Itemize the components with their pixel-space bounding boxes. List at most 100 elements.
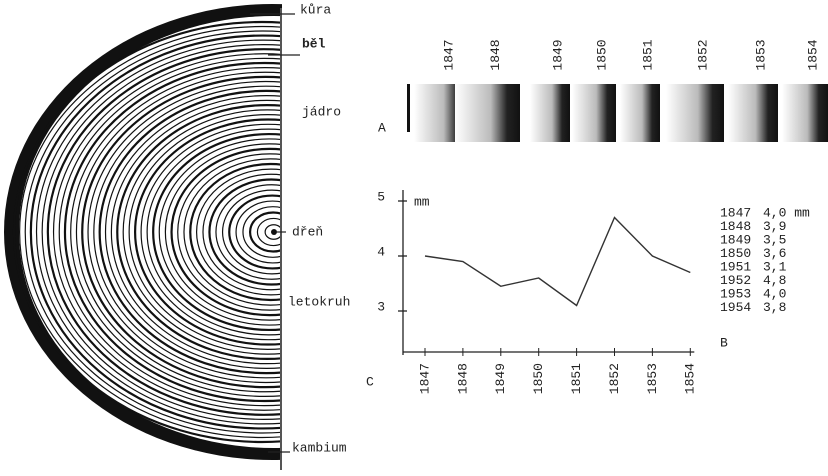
table-year: 1848 xyxy=(720,219,751,234)
ring-line xyxy=(170,147,282,317)
label-bark: kůra xyxy=(300,2,331,17)
ring-line xyxy=(46,48,282,416)
ring-line xyxy=(98,89,282,375)
table-year: 1850 xyxy=(720,246,751,261)
ring-line xyxy=(256,217,282,247)
ring-line xyxy=(58,57,282,407)
table-year: 1954 xyxy=(720,300,751,315)
y-axis-label: mm xyxy=(414,194,430,209)
ring-line xyxy=(228,194,282,270)
ring-line xyxy=(128,114,282,350)
label-heartwood: jádro xyxy=(302,104,341,119)
table-value: 4,8 xyxy=(763,273,786,288)
ring-line xyxy=(29,34,282,430)
cut-edge xyxy=(280,8,282,470)
y-tick-label: 5 xyxy=(377,189,385,204)
ring-line xyxy=(81,75,282,389)
strip-year: 1853 xyxy=(753,39,768,70)
ring-line xyxy=(196,168,282,296)
table-value: 3,6 xyxy=(763,246,786,261)
ring-strip: 1847 1848 1849 1850 1851 1852 1853 1854 xyxy=(414,39,828,142)
ring-line xyxy=(110,99,282,365)
ring-line xyxy=(242,206,282,258)
table-year: 1952 xyxy=(720,273,751,288)
x-tick-label: 1853 xyxy=(645,363,660,394)
ring-line xyxy=(122,109,282,355)
ring-line xyxy=(19,25,282,439)
x-tick-label: 1848 xyxy=(455,363,470,394)
table-year: 1847 xyxy=(720,205,751,220)
ring-line xyxy=(24,30,282,434)
ring-line xyxy=(75,71,282,393)
ring-line xyxy=(177,153,282,311)
x-tick-label: 1847 xyxy=(417,363,432,394)
ring-line xyxy=(208,178,282,286)
table-value: 3,9 xyxy=(763,219,786,234)
ring-line xyxy=(235,200,282,264)
table-value: 3,8 xyxy=(763,300,786,315)
ring-line xyxy=(93,85,282,379)
chart-letter: C xyxy=(366,374,374,389)
ring-line xyxy=(35,39,282,425)
ring-line xyxy=(164,143,282,321)
ring-line xyxy=(134,118,282,346)
table-value: 4,0 xyxy=(763,286,786,301)
tree-cross-section xyxy=(4,4,282,460)
strip-year: 1847 xyxy=(441,39,456,70)
table-year: 1849 xyxy=(720,232,751,247)
year-band xyxy=(728,84,778,142)
year-band xyxy=(455,84,520,142)
table-value: 3,5 xyxy=(763,232,786,247)
ring-line xyxy=(221,189,282,275)
x-tick-label: 1851 xyxy=(569,363,584,394)
ring-line xyxy=(52,53,282,411)
ring-line xyxy=(146,128,282,336)
strip-year: 1851 xyxy=(640,39,655,70)
x-tick-label: 1854 xyxy=(683,363,698,394)
label-pith: dřeň xyxy=(292,224,323,239)
strip-year: 1848 xyxy=(488,39,503,70)
x-tick-label: 1849 xyxy=(493,363,508,394)
ring-line xyxy=(104,95,282,369)
ring-line xyxy=(202,173,282,291)
ring-line xyxy=(63,61,282,403)
strip-year: 1852 xyxy=(695,39,710,70)
ring-line xyxy=(116,104,282,360)
table-year: 1951 xyxy=(720,259,751,274)
label-ring: letokruh xyxy=(288,294,350,309)
table-value: 4,0 mm xyxy=(763,205,810,220)
ring-line xyxy=(264,224,282,240)
strip-year: 1854 xyxy=(805,39,820,70)
sapwood xyxy=(19,16,282,448)
label-sapwood: běl xyxy=(302,36,326,51)
ring-line xyxy=(189,162,282,302)
ring-line xyxy=(12,20,282,444)
ring-line xyxy=(158,138,282,326)
year-band xyxy=(530,84,570,142)
table-letter: B xyxy=(720,335,728,350)
y-tick-label: 3 xyxy=(377,299,385,314)
ring-line xyxy=(87,80,282,384)
strip-start xyxy=(407,84,410,132)
line-chart: 5 4 3 1847 1848 1849 1850 1851 1852 1853 1854 xyxy=(377,189,698,394)
ring-line xyxy=(183,158,282,306)
table: 1847 4,0 mm 1848 3,9 1849 3,5 1850 3,6 1951 3,1 19… xyxy=(720,205,810,315)
ring-line xyxy=(70,67,282,397)
strip-year: 1850 xyxy=(594,39,609,70)
year-band xyxy=(620,84,660,142)
ring-line xyxy=(152,132,282,332)
ring-line xyxy=(215,184,282,280)
ring-line xyxy=(140,123,282,341)
year-band xyxy=(572,84,616,142)
x-tick-label: 1852 xyxy=(607,363,622,394)
data-line xyxy=(424,216,691,307)
table-value: 3,1 xyxy=(763,259,787,274)
ring-line xyxy=(41,44,282,420)
pith-dot xyxy=(271,229,277,235)
ring-line xyxy=(248,211,282,253)
label-cambium: kambium xyxy=(292,440,347,455)
year-band xyxy=(782,84,828,142)
